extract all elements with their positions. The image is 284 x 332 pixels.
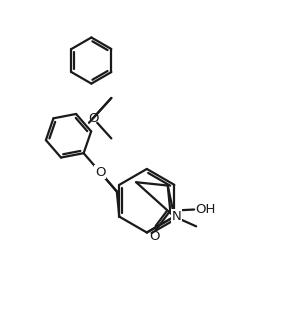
Text: O: O xyxy=(95,166,105,179)
Text: OH: OH xyxy=(196,203,216,216)
Text: O: O xyxy=(88,112,98,125)
Text: N: N xyxy=(172,210,181,223)
Text: O: O xyxy=(149,229,160,243)
